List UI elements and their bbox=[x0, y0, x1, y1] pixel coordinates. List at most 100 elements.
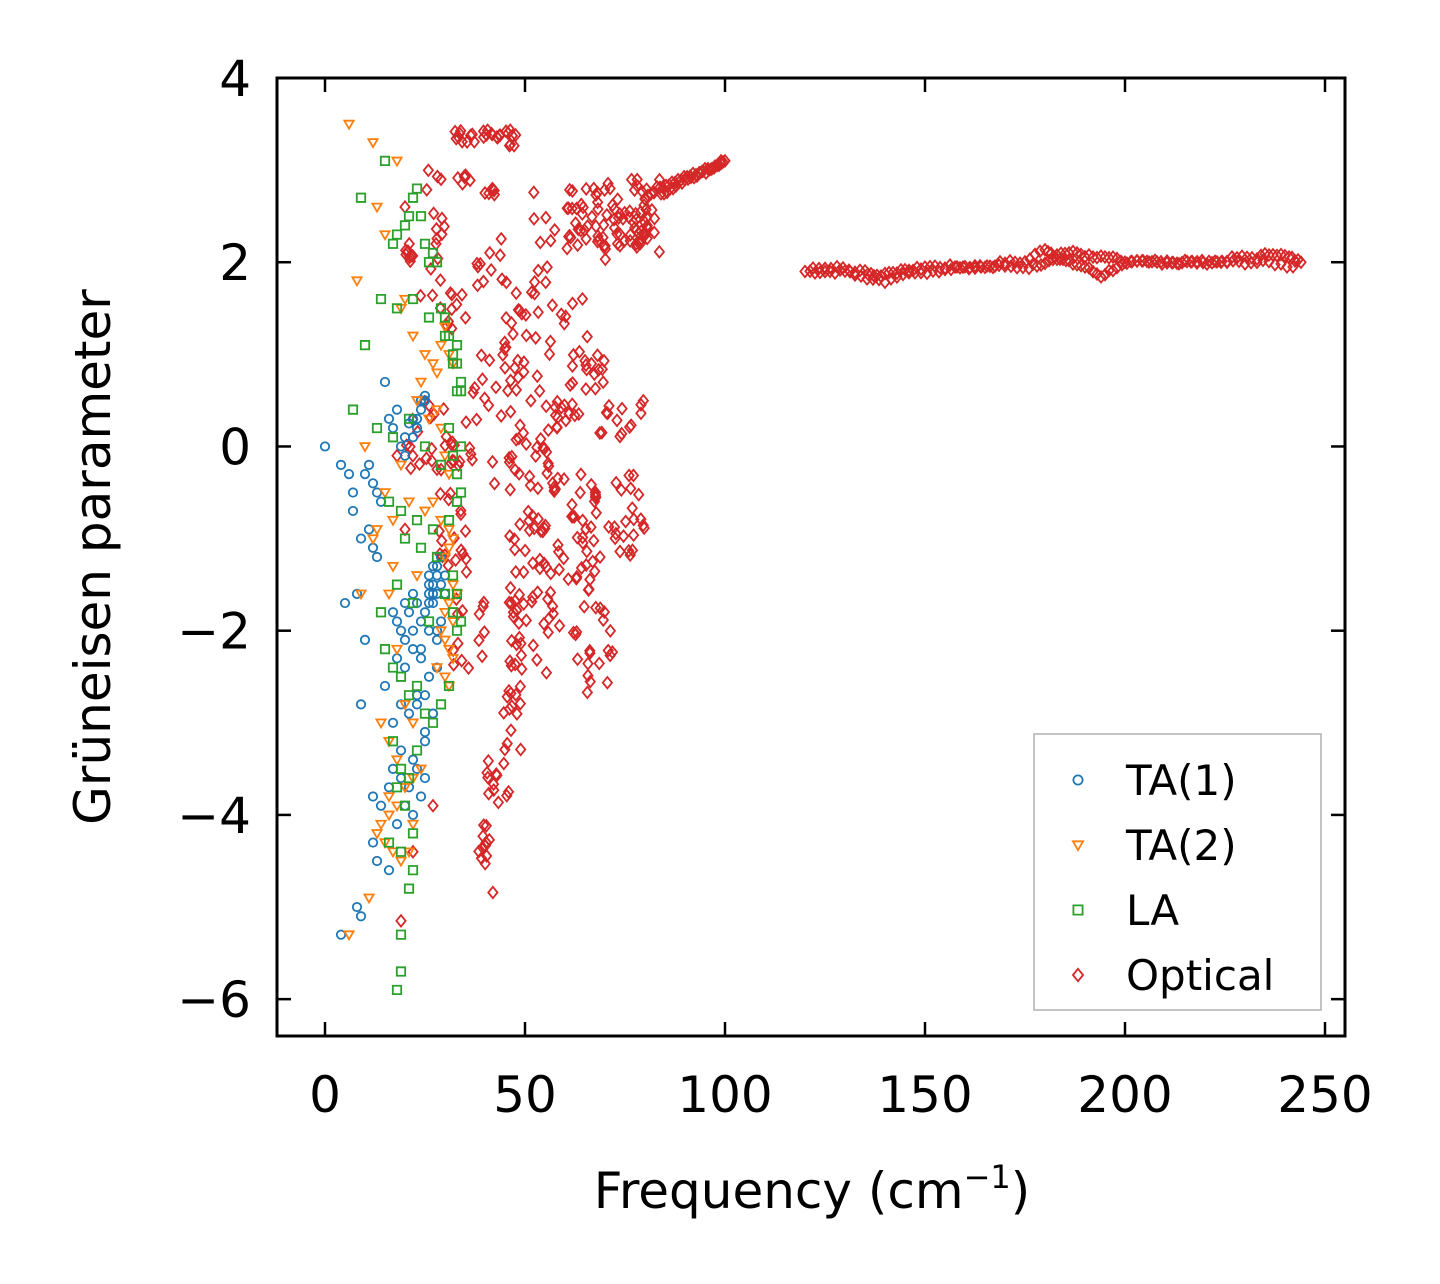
data-point bbox=[653, 172, 666, 187]
data-point bbox=[438, 451, 452, 463]
data-point bbox=[528, 286, 541, 301]
data-point bbox=[405, 248, 417, 263]
data-point bbox=[625, 172, 638, 187]
data-point bbox=[399, 220, 411, 231]
data-point bbox=[611, 226, 623, 242]
data-point bbox=[347, 487, 359, 498]
data-point bbox=[524, 478, 537, 493]
data-point bbox=[532, 305, 545, 320]
data-point bbox=[509, 657, 521, 672]
data-point bbox=[546, 298, 559, 313]
data-point bbox=[399, 662, 411, 673]
data-point bbox=[486, 181, 499, 196]
data-point bbox=[387, 736, 399, 747]
data-point bbox=[568, 509, 581, 524]
data-point bbox=[594, 425, 606, 441]
data-point bbox=[1034, 244, 1046, 259]
data-point bbox=[987, 260, 999, 275]
data-point bbox=[499, 742, 511, 757]
data-point bbox=[415, 542, 427, 553]
data-point bbox=[542, 423, 555, 438]
data-point bbox=[507, 326, 519, 342]
data-point bbox=[395, 929, 407, 940]
data-point bbox=[426, 497, 440, 509]
data-point bbox=[566, 358, 579, 374]
data-point bbox=[442, 492, 455, 507]
data-point bbox=[559, 309, 572, 324]
data-point bbox=[459, 310, 472, 325]
data-point bbox=[525, 393, 537, 408]
data-point bbox=[575, 197, 588, 212]
data-point bbox=[411, 680, 423, 692]
data-point bbox=[482, 398, 495, 413]
data-point bbox=[570, 201, 583, 216]
data-point bbox=[378, 230, 392, 242]
data-point bbox=[407, 754, 419, 765]
data-point bbox=[362, 893, 376, 905]
data-point bbox=[446, 617, 460, 628]
series-ta-2 bbox=[342, 119, 464, 942]
data-point bbox=[623, 468, 635, 483]
data-point bbox=[439, 588, 451, 599]
data-point bbox=[513, 466, 525, 481]
data-point bbox=[653, 244, 666, 259]
data-point bbox=[685, 170, 697, 185]
data-point bbox=[382, 589, 396, 601]
data-point bbox=[379, 680, 391, 692]
data-point bbox=[455, 487, 467, 498]
data-point bbox=[885, 271, 897, 286]
data-point bbox=[439, 330, 451, 342]
data-point bbox=[500, 310, 512, 326]
data-point bbox=[435, 699, 447, 710]
data-point bbox=[560, 413, 572, 428]
data-point bbox=[487, 885, 499, 900]
data-point bbox=[635, 512, 647, 527]
data-point bbox=[566, 497, 578, 512]
data-point bbox=[574, 485, 586, 500]
data-point bbox=[544, 585, 557, 600]
data-point bbox=[1079, 249, 1091, 264]
data-point bbox=[558, 316, 571, 331]
data-point bbox=[494, 248, 506, 263]
data-point bbox=[379, 644, 391, 655]
data-point bbox=[809, 265, 821, 280]
data-point bbox=[423, 597, 435, 609]
data-point bbox=[1295, 255, 1307, 270]
data-point bbox=[420, 451, 433, 466]
data-point bbox=[478, 595, 490, 610]
data-point bbox=[430, 368, 444, 380]
data-point bbox=[682, 172, 694, 187]
legend-marker-ta-1 bbox=[1072, 774, 1084, 786]
data-point bbox=[423, 671, 435, 682]
x-axis-title-main: Frequency (cm bbox=[594, 1162, 964, 1220]
data-point bbox=[551, 471, 564, 486]
data-point bbox=[629, 206, 642, 221]
data-point bbox=[921, 266, 933, 281]
data-point bbox=[544, 233, 557, 248]
data-point bbox=[598, 353, 610, 368]
data-point bbox=[435, 533, 448, 548]
data-point bbox=[459, 523, 472, 539]
data-point bbox=[483, 245, 496, 260]
data-point bbox=[843, 263, 855, 278]
data-point bbox=[455, 441, 467, 452]
data-point bbox=[603, 398, 615, 413]
data-point bbox=[592, 362, 605, 377]
data-point bbox=[419, 441, 431, 452]
data-point bbox=[390, 801, 404, 813]
data-point bbox=[431, 257, 443, 268]
data-point bbox=[544, 566, 557, 581]
data-point bbox=[342, 930, 356, 942]
plot-frame bbox=[275, 76, 1347, 1038]
data-point bbox=[379, 376, 391, 388]
data-point bbox=[407, 644, 419, 655]
data-point bbox=[632, 487, 645, 502]
data-point bbox=[444, 486, 457, 501]
data-point bbox=[359, 468, 371, 480]
data-point bbox=[487, 782, 500, 798]
data-point bbox=[555, 400, 568, 415]
data-point bbox=[358, 442, 372, 453]
data-point bbox=[398, 700, 412, 711]
data-point bbox=[594, 549, 606, 565]
data-point bbox=[622, 543, 635, 558]
